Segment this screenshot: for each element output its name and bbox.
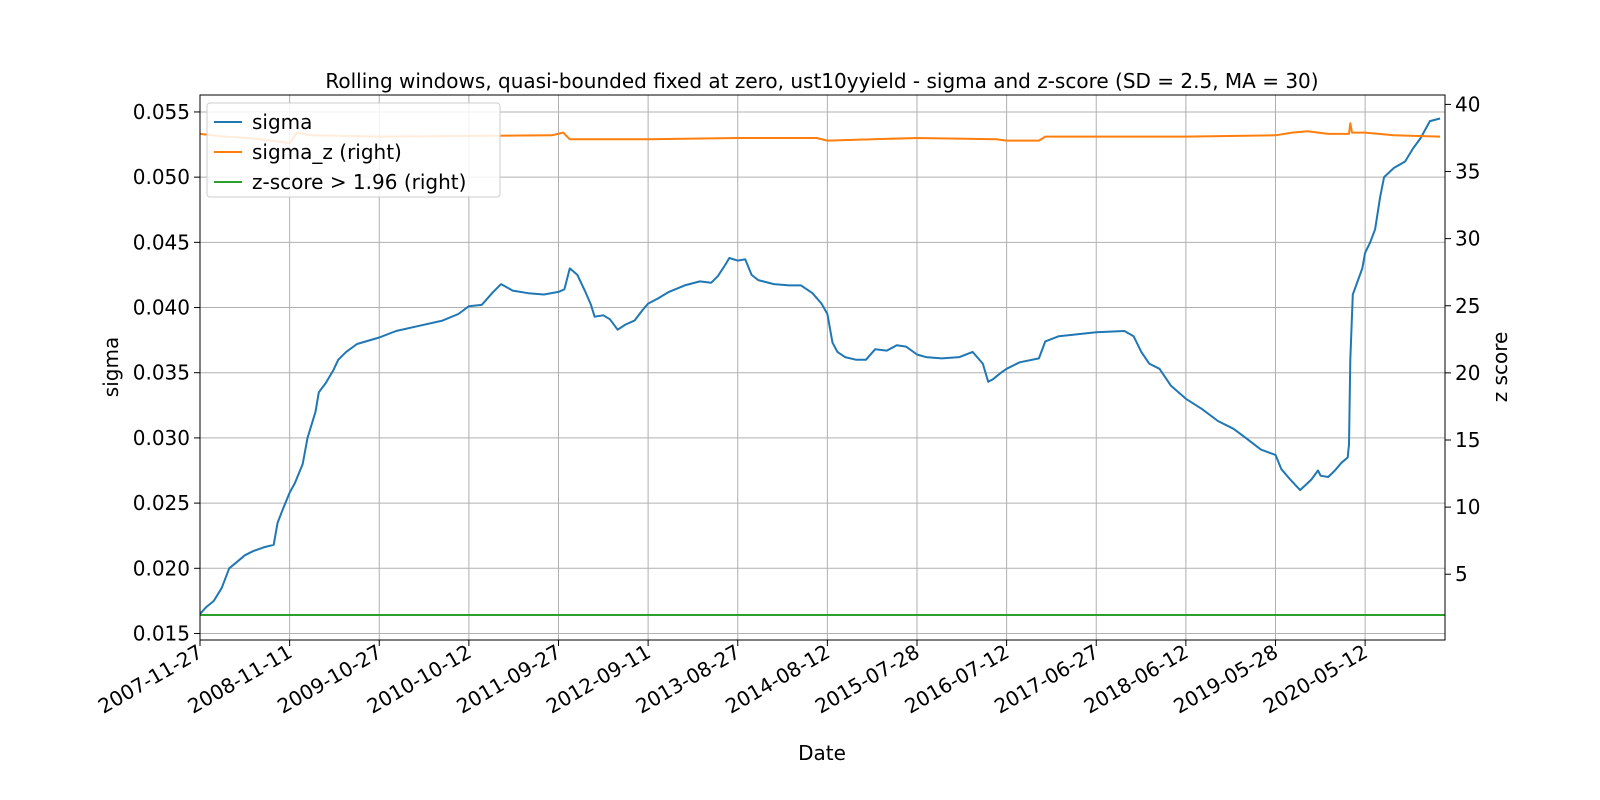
chart-title: Rolling windows, quasi-bounded fixed at … [325, 69, 1318, 93]
y-axis-label: sigma [99, 337, 123, 397]
x-axis: 2007-11-272008-11-112009-10-272010-10-12… [94, 640, 1372, 719]
y-tick-label: 0.055 [133, 100, 190, 124]
y-tick-label: 0.015 [133, 621, 190, 645]
y-tick-label: 0.025 [133, 491, 190, 515]
legend-box [206, 102, 501, 198]
y-tick-label: 0.035 [133, 361, 190, 385]
legend: sigma sigma_z (right) z-score > 1.96 (ri… [206, 102, 501, 198]
y-tick-label: 0.020 [133, 556, 190, 580]
y-axis-right: 5 10 15 20 25 30 35 40 [1445, 92, 1480, 586]
y2-tick-label: 15 [1455, 428, 1480, 452]
sigma-line [199, 117, 1441, 615]
y-tick-label: 0.030 [133, 426, 190, 450]
y2-tick-label: 10 [1455, 495, 1480, 519]
y2-tick-label: 35 [1455, 160, 1480, 184]
y2-tick-label: 5 [1455, 562, 1468, 586]
y-tick-label: 0.040 [133, 296, 190, 320]
legend-label-sigma-z: sigma_z (right) [252, 140, 402, 164]
y2-tick-label: 40 [1455, 92, 1480, 116]
y-axis-left: 0.015 0.020 0.025 0.030 0.035 0.040 0.045 0.050… [133, 100, 200, 645]
y2-tick-label: 25 [1455, 294, 1480, 318]
legend-label-sigma: sigma [252, 110, 312, 134]
plot-frame [199, 94, 1446, 641]
x-axis-label: Date [798, 741, 846, 765]
y-tick-label: 0.045 [133, 230, 190, 254]
legend-label-zscore-threshold: z-score > 1.96 (right) [252, 170, 466, 194]
y2-tick-label: 20 [1455, 361, 1480, 385]
y-tick-label: 0.050 [133, 165, 190, 189]
y2-axis-label: z score [1488, 332, 1512, 403]
y2-tick-label: 30 [1455, 227, 1480, 251]
